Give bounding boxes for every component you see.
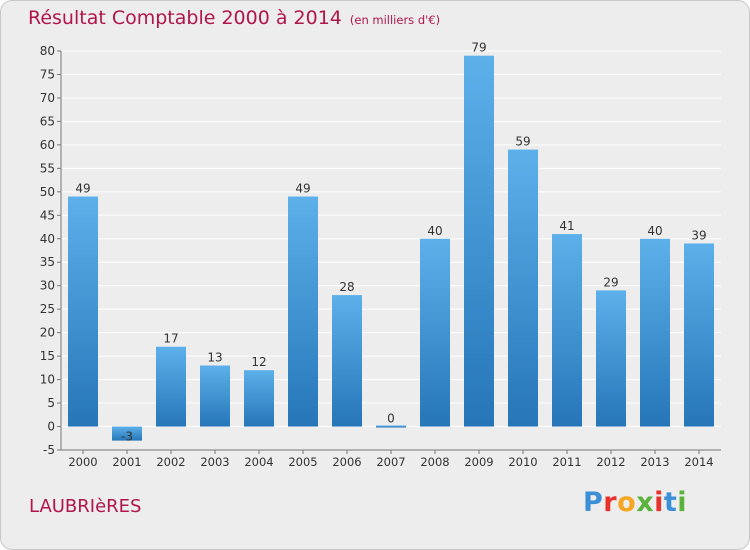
brand-letter: x	[636, 487, 655, 518]
x-tick-label: 2000	[68, 455, 97, 469]
y-tick-label: 50	[40, 185, 55, 199]
data-label: 0	[387, 412, 395, 426]
y-tick-label: 70	[40, 91, 55, 105]
brand-letter: i	[654, 487, 664, 518]
bar	[244, 370, 274, 427]
brand-letter: t	[663, 487, 678, 518]
data-label: 12	[251, 355, 266, 369]
bar	[68, 196, 98, 427]
x-tick-label: 2002	[156, 455, 185, 469]
y-tick-label: 40	[40, 232, 55, 246]
y-tick-label: 60	[40, 138, 55, 152]
brand-letter: P	[583, 487, 604, 518]
y-tick-label: 30	[40, 279, 55, 293]
x-tick-label: 2005	[288, 455, 317, 469]
data-label: 40	[427, 224, 442, 238]
data-label: 59	[515, 135, 530, 149]
y-tick-label: 20	[40, 326, 55, 340]
x-tick-label: 2003	[200, 455, 229, 469]
y-tick-label: 10	[40, 373, 55, 387]
chart-subtitle: (en milliers d'€)	[349, 13, 441, 27]
y-tick-label: 35	[40, 255, 55, 269]
bar	[640, 238, 670, 427]
data-label: 39	[691, 228, 706, 242]
x-tick-label: 2008	[420, 455, 449, 469]
data-label: 28	[339, 280, 354, 294]
proxiti-logo: Proxiti	[583, 487, 687, 518]
x-tick-label: 2006	[332, 455, 361, 469]
y-tick-label: 55	[40, 161, 55, 175]
bar	[200, 365, 230, 427]
bar	[376, 425, 406, 428]
x-tick-label: 2013	[640, 455, 669, 469]
bar	[420, 238, 450, 427]
bar	[508, 149, 538, 427]
data-label: 17	[163, 332, 178, 346]
bar	[156, 346, 186, 427]
bar	[112, 426, 142, 441]
x-tick-label: 2009	[464, 455, 493, 469]
data-label: 49	[295, 182, 310, 196]
brand-letter: o	[617, 487, 637, 518]
brand-letter: r	[603, 487, 618, 518]
y-tick-label: 75	[40, 67, 55, 81]
data-label: 13	[207, 351, 222, 365]
chart-title-row: Résultat Comptable 2000 à 2014 (en millie…	[28, 7, 440, 29]
x-tick-label: 2010	[508, 455, 537, 469]
bar	[552, 234, 582, 427]
bar	[596, 290, 626, 427]
y-tick-label: 80	[40, 44, 55, 58]
data-label: 41	[559, 219, 574, 233]
x-tick-label: 2001	[112, 455, 141, 469]
commune-name: LAUBRIèRES	[29, 496, 142, 517]
bar	[288, 196, 318, 427]
brand-letter: i	[677, 487, 688, 518]
y-tick-label: 15	[40, 349, 55, 363]
bar	[684, 243, 714, 427]
bar	[464, 55, 494, 427]
y-tick-label: 45	[40, 208, 55, 222]
y-tick-label: -5	[43, 443, 55, 457]
data-label: 79	[471, 41, 486, 55]
data-label: 40	[647, 224, 662, 238]
data-label: 29	[603, 275, 618, 289]
y-tick-label: 25	[40, 302, 55, 316]
y-tick-label: 65	[40, 114, 55, 128]
x-tick-label: 2012	[596, 455, 625, 469]
x-tick-label: 2011	[552, 455, 581, 469]
chart-title: Résultat Comptable 2000 à 2014	[28, 7, 342, 29]
bar	[332, 295, 362, 427]
x-tick-label: 2007	[376, 455, 405, 469]
x-tick-label: 2014	[684, 455, 713, 469]
y-tick-label: 0	[47, 420, 55, 434]
data-label: -3	[121, 430, 133, 444]
x-tick-label: 2004	[244, 455, 273, 469]
y-tick-label: 5	[47, 396, 55, 410]
data-label: 49	[75, 182, 90, 196]
